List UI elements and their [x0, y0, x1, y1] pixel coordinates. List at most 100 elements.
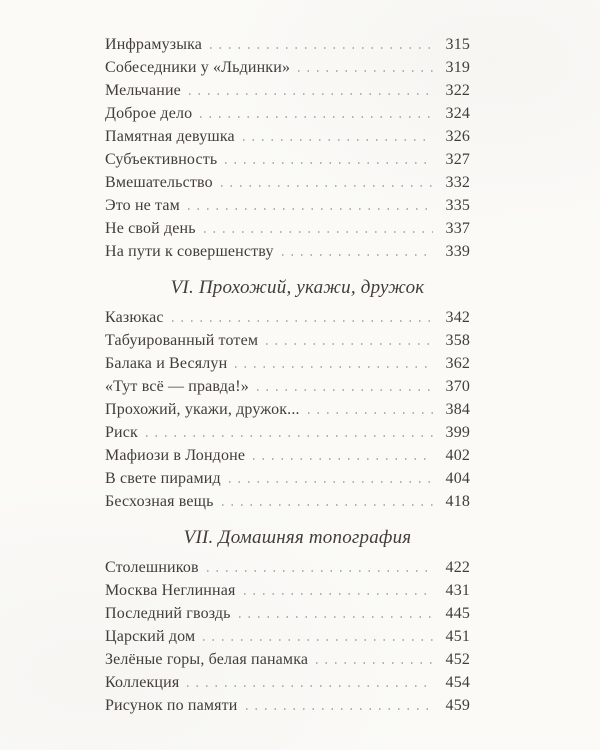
toc-entry-page-number: 332	[445, 174, 470, 191]
toc-entry-title: Казюкас	[105, 309, 164, 326]
toc-entry-title: Балака и Весялун	[105, 355, 228, 372]
toc-entry-page-number: 337	[445, 220, 470, 237]
toc-entry-title: Бесхозная вещь	[105, 493, 214, 510]
toc-entry-page-number: 445	[445, 605, 470, 622]
toc-entry-title: Доброе дело	[105, 105, 193, 122]
toc-entry-page-number: 402	[445, 447, 470, 464]
dot-leader	[228, 481, 433, 483]
toc-entry-page-number: 362	[445, 355, 470, 372]
dot-leader	[220, 185, 433, 187]
toc-entry-title: Москва Неглинная	[105, 582, 236, 599]
toc-entry-page-number: 454	[445, 674, 470, 691]
toc-entry-title: Царский дом	[105, 628, 196, 645]
toc-entry: Табуированный тотем 358	[105, 329, 470, 352]
dot-leader	[188, 93, 433, 95]
toc-entry-title: Зелёные горы, белая панамка	[105, 651, 309, 668]
section-heading: VI. Прохожий, укажи, дружок	[170, 277, 425, 298]
toc-entry-page-number: 370	[445, 378, 470, 395]
toc-entry-title: Риск	[105, 424, 138, 441]
toc-entry: Коллекция 454	[105, 671, 470, 694]
toc-entry-page-number: 324	[445, 105, 470, 122]
dot-leader	[238, 616, 433, 618]
toc-entry-title: Последний гвоздь	[105, 605, 231, 622]
dot-leader	[256, 389, 433, 391]
dot-leader	[281, 254, 433, 256]
toc-entry-title: Мафиози в Лондоне	[105, 447, 246, 464]
toc-entry: Не свой день 337	[105, 217, 470, 240]
toc-entry-page-number: 327	[445, 151, 470, 168]
toc-entry-title: Рисунок по памяти	[105, 697, 238, 714]
toc-entry-title: В свете пирамид	[105, 470, 221, 487]
toc-entry-page-number: 335	[445, 197, 470, 214]
section-heading: VII. Домашняя топография	[183, 527, 412, 548]
toc-entry-title: Коллекция	[105, 674, 180, 691]
toc-entry-title: «Тут всё — правда!»	[105, 378, 249, 395]
dot-leader	[187, 208, 433, 210]
toc-entry-page-number: 418	[445, 493, 470, 510]
dot-leader	[316, 662, 433, 664]
toc-entry: Субъективность 327	[105, 148, 470, 171]
dot-leader	[243, 593, 433, 595]
toc-entry: В свете пирамид 404	[105, 467, 470, 490]
dot-leader	[307, 412, 433, 414]
toc-entry: Бесхозная вещь 418	[105, 490, 470, 513]
toc-entry: Царский дом 451	[105, 625, 470, 648]
dot-leader	[200, 116, 433, 118]
toc-entry-title: Памятная девушка	[105, 128, 235, 145]
toc-entry: Казюкас 342	[105, 306, 470, 329]
dot-leader	[206, 570, 433, 572]
toc-entry-title: Вмешательство	[105, 174, 213, 191]
toc-entry-page-number: 319	[445, 59, 470, 76]
dot-leader	[235, 366, 433, 368]
dot-leader	[145, 435, 433, 437]
dot-leader	[253, 458, 433, 460]
toc-entry-page-number: 358	[445, 332, 470, 349]
toc-entry: Столешников 422	[105, 556, 470, 579]
toc-entry: Риск 399	[105, 421, 470, 444]
dot-leader	[245, 708, 433, 710]
toc-entry-page-number: 459	[445, 697, 470, 714]
toc-entry: Собеседники у «Льдинки» 319	[105, 56, 470, 79]
dot-leader	[203, 639, 433, 641]
toc-entry: Последний гвоздь 445	[105, 602, 470, 625]
toc-entry-page-number: 452	[445, 651, 470, 668]
toc-entry: Памятная девушка 326	[105, 125, 470, 148]
dot-leader	[225, 162, 433, 164]
dot-leader	[210, 47, 433, 49]
toc-entry-page-number: 431	[445, 582, 470, 599]
toc-entry-page-number: 451	[445, 628, 470, 645]
toc-entry: Зелёные горы, белая панамка 452	[105, 648, 470, 671]
toc-entry-title: Прохожий, укажи, дружок...	[105, 401, 300, 418]
dot-leader	[203, 231, 433, 233]
toc-entry: Мельчание 322	[105, 79, 470, 102]
toc-entry-page-number: 422	[445, 559, 470, 576]
toc-entry-title: Мельчание	[105, 82, 181, 99]
toc-entry: Мафиози в Лондоне 402	[105, 444, 470, 467]
toc-entry: Балака и Весялун 362	[105, 352, 470, 375]
dot-leader	[221, 504, 433, 506]
toc-entry-title: На пути к совершенству	[105, 243, 274, 260]
toc-entry-page-number: 315	[445, 36, 470, 53]
toc-entry: Рисунок по памяти 459	[105, 694, 470, 717]
toc-entry-page-number: 404	[445, 470, 470, 487]
toc-entry-title: Инфрамузыка	[105, 36, 203, 53]
toc-entry: Москва Неглинная 431	[105, 579, 470, 602]
toc-entry: Это не там 335	[105, 194, 470, 217]
toc-entry: На пути к совершенству 339	[105, 240, 470, 263]
toc-entry-title: Табуированный тотем	[105, 332, 259, 349]
dot-leader	[266, 343, 433, 345]
toc-entry-page-number: 326	[445, 128, 470, 145]
toc-entry: Прохожий, укажи, дружок... 384	[105, 398, 470, 421]
dot-leader	[187, 685, 433, 687]
toc-entry: Вмешательство 332	[105, 171, 470, 194]
toc-entry: «Тут всё — правда!» 370	[105, 375, 470, 398]
toc-entry-title: Субъективность	[105, 151, 218, 168]
toc-entry-title: Не свой день	[105, 220, 196, 237]
toc-entry: Инфрамузыка 315	[105, 33, 470, 56]
toc-entry-page-number: 339	[445, 243, 470, 260]
toc-entry-title: Столешников	[105, 559, 199, 576]
dot-leader	[171, 320, 433, 322]
toc-entry-title: Собеседники у «Льдинки»	[105, 59, 291, 76]
toc-entry-page-number: 399	[445, 424, 470, 441]
